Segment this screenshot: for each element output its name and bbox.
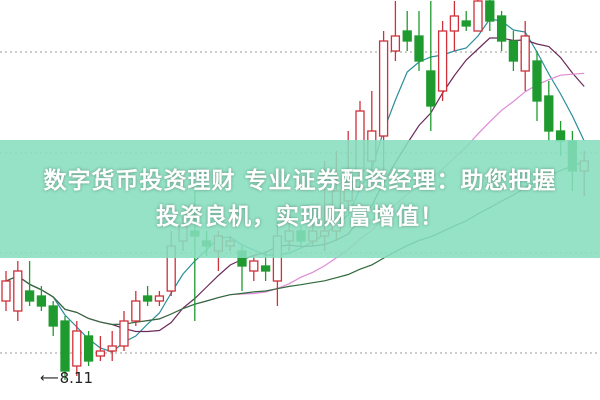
candle-body [13, 270, 23, 312]
arrow-left-icon: ⟵ [40, 370, 59, 386]
candle-body [390, 35, 401, 52]
candle-body [508, 40, 519, 62]
candle-body [60, 320, 70, 372]
candle-body [473, 0, 483, 32]
candle-body [485, 0, 495, 22]
candle-body [402, 30, 412, 42]
low-price-label: 8.11 [59, 369, 94, 387]
candle-body [461, 20, 471, 27]
candle-body [83, 335, 94, 362]
candle-body [36, 295, 47, 307]
candle-body [249, 260, 259, 272]
candle-body [107, 345, 117, 352]
candle-body [414, 35, 424, 62]
candle-body [426, 70, 436, 107]
candle-body [154, 295, 165, 302]
candle-body [544, 95, 554, 132]
candle-body [24, 290, 35, 302]
candle-body [119, 320, 129, 347]
candle-body [378, 40, 389, 137]
banner-line-2: 投资良机，实现财富增值！ [156, 204, 444, 230]
candle-body [437, 30, 448, 92]
candle-body [520, 35, 530, 72]
candle-body [72, 330, 82, 367]
candle-body [496, 15, 507, 42]
low-price-annotation: ⟵ 8.11 [40, 369, 93, 387]
candle-body [1, 280, 11, 302]
candle-body [449, 15, 460, 32]
candle-body [532, 60, 542, 102]
promo-banner: 数字货币投资理财 专业证券配资经理：助您把握 投资良机，实现财富增值！ [0, 140, 600, 258]
candle-body [142, 295, 153, 302]
banner-line-1: 数字货币投资理财 专业证券配资经理：助您把握 [43, 168, 557, 194]
candle-body [48, 305, 58, 327]
candle-body [131, 300, 141, 322]
candle-body [95, 350, 106, 357]
candle-body [260, 265, 271, 272]
